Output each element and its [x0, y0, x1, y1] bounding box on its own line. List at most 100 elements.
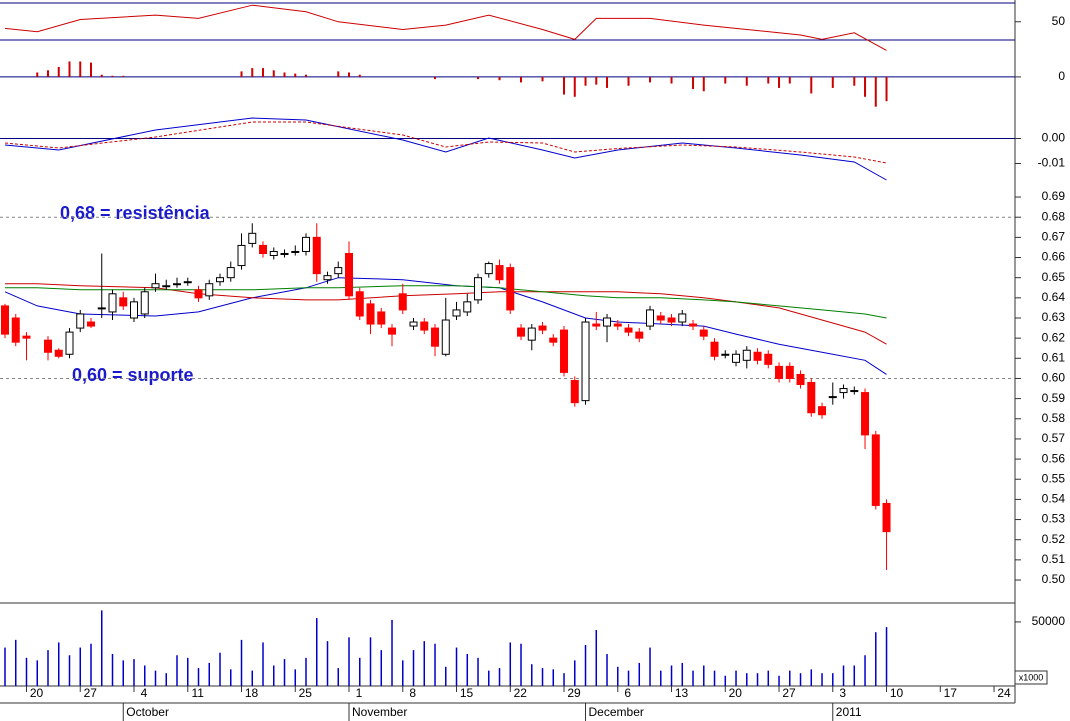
- candle-body: [603, 317, 612, 327]
- unit-box: [1014, 670, 1048, 685]
- volume-bar: [133, 659, 135, 686]
- x-tick-label: 20: [30, 686, 44, 700]
- histogram-bar: [100, 74, 103, 77]
- volume-bar: [337, 668, 340, 686]
- candle-body: [162, 285, 171, 288]
- histogram-bar: [337, 71, 340, 77]
- y-tick-label: 0.00: [1042, 131, 1066, 145]
- candle-body: [871, 434, 880, 506]
- volume-bar: [466, 653, 469, 686]
- candle-body: [699, 329, 708, 337]
- volume-bar: [617, 666, 619, 686]
- volume-bar: [692, 670, 694, 686]
- candle-body: [517, 327, 526, 337]
- candle-body: [366, 303, 375, 325]
- month-label: December: [589, 705, 644, 719]
- candle-body: [452, 309, 461, 317]
- volume-bar: [283, 659, 286, 686]
- volume-bar: [789, 670, 791, 686]
- histogram-bar: [724, 76, 727, 84]
- y-tick-label: -0.01: [1038, 156, 1066, 170]
- candle-body: [345, 252, 354, 297]
- volume-bar: [799, 673, 802, 686]
- volume-bar: [541, 668, 544, 686]
- histogram-bar: [47, 70, 50, 77]
- histogram-bar: [79, 61, 82, 77]
- candle-body: [785, 365, 794, 379]
- x-tick-label: 10: [890, 686, 904, 700]
- candle-body: [11, 317, 20, 343]
- volume-bar: [767, 670, 770, 686]
- volume-bar: [316, 618, 318, 686]
- candle-body: [194, 289, 203, 299]
- volume-bar: [821, 673, 823, 686]
- histogram-bar: [498, 76, 501, 81]
- candle-body: [97, 307, 106, 310]
- candle-body: [463, 301, 472, 313]
- x-tick-label: 4: [141, 686, 148, 700]
- candle-body: [183, 281, 192, 284]
- volume-bar: [703, 665, 705, 686]
- line-series: [5, 285, 887, 319]
- y-tick-label: 50000: [1032, 614, 1066, 628]
- volume-bar: [531, 664, 533, 686]
- volume-bar: [412, 650, 415, 686]
- candle-body: [377, 311, 386, 325]
- candle-body: [667, 317, 676, 323]
- volume-bar: [875, 632, 877, 686]
- histogram-bar: [272, 70, 275, 77]
- volume-bar: [230, 669, 232, 686]
- histogram-bar: [864, 76, 867, 97]
- volume-bar: [240, 639, 243, 686]
- y-tick-label: 0.68: [1042, 209, 1066, 223]
- x-tick-label: 18: [245, 686, 259, 700]
- candle-body: [484, 263, 493, 275]
- candle-body: [678, 313, 687, 323]
- volume-bar: [563, 673, 565, 686]
- y-tick-label: 0.69: [1042, 189, 1066, 203]
- volume-bar: [434, 643, 436, 686]
- histogram-bar: [541, 76, 544, 82]
- volume-bar: [885, 627, 888, 686]
- volume-bar: [584, 645, 587, 686]
- x-tick-label: 17: [944, 686, 958, 700]
- y-tick-label: 0.50: [1042, 572, 1066, 586]
- y-tick-label: 0.64: [1042, 290, 1066, 304]
- y-tick-label: 0.59: [1042, 391, 1066, 405]
- volume-bar: [154, 670, 157, 686]
- histogram-bar: [240, 71, 243, 77]
- histogram-bar: [520, 76, 523, 83]
- y-tick-label: 0.51: [1042, 552, 1066, 566]
- volume-bar: [273, 665, 275, 686]
- volume-bar: [724, 675, 727, 686]
- volume-bar: [520, 643, 522, 686]
- x-tick-label: 27: [84, 686, 98, 700]
- y-tick-label: 0.58: [1042, 411, 1066, 425]
- candle-body: [409, 321, 418, 327]
- volume-bar: [208, 662, 211, 686]
- candle-body: [592, 323, 601, 327]
- y-tick-label: 0.57: [1042, 431, 1066, 445]
- candle-body: [753, 351, 762, 361]
- histogram-bar: [584, 76, 587, 86]
- volume-bar: [359, 657, 361, 686]
- candle-body: [839, 388, 848, 394]
- volume-bar: [101, 610, 103, 686]
- candle-body: [54, 349, 63, 357]
- annotation: 0,60 = suporte: [72, 365, 194, 385]
- candle-body: [538, 325, 547, 331]
- volume-bar: [606, 653, 608, 686]
- x-tick-label: 22: [514, 686, 528, 700]
- candle-body: [76, 313, 85, 329]
- candle-body: [398, 293, 407, 311]
- y-tick-label: 0.63: [1042, 310, 1066, 324]
- y-tick-label: 50: [1052, 14, 1066, 28]
- x-tick-label: 27: [782, 686, 796, 700]
- histogram-bar: [702, 76, 705, 92]
- histogram-bar: [90, 62, 93, 77]
- histogram-bar: [885, 76, 888, 102]
- volume-bar: [165, 673, 168, 686]
- volume-bar: [842, 665, 845, 686]
- volume-bar: [326, 641, 329, 686]
